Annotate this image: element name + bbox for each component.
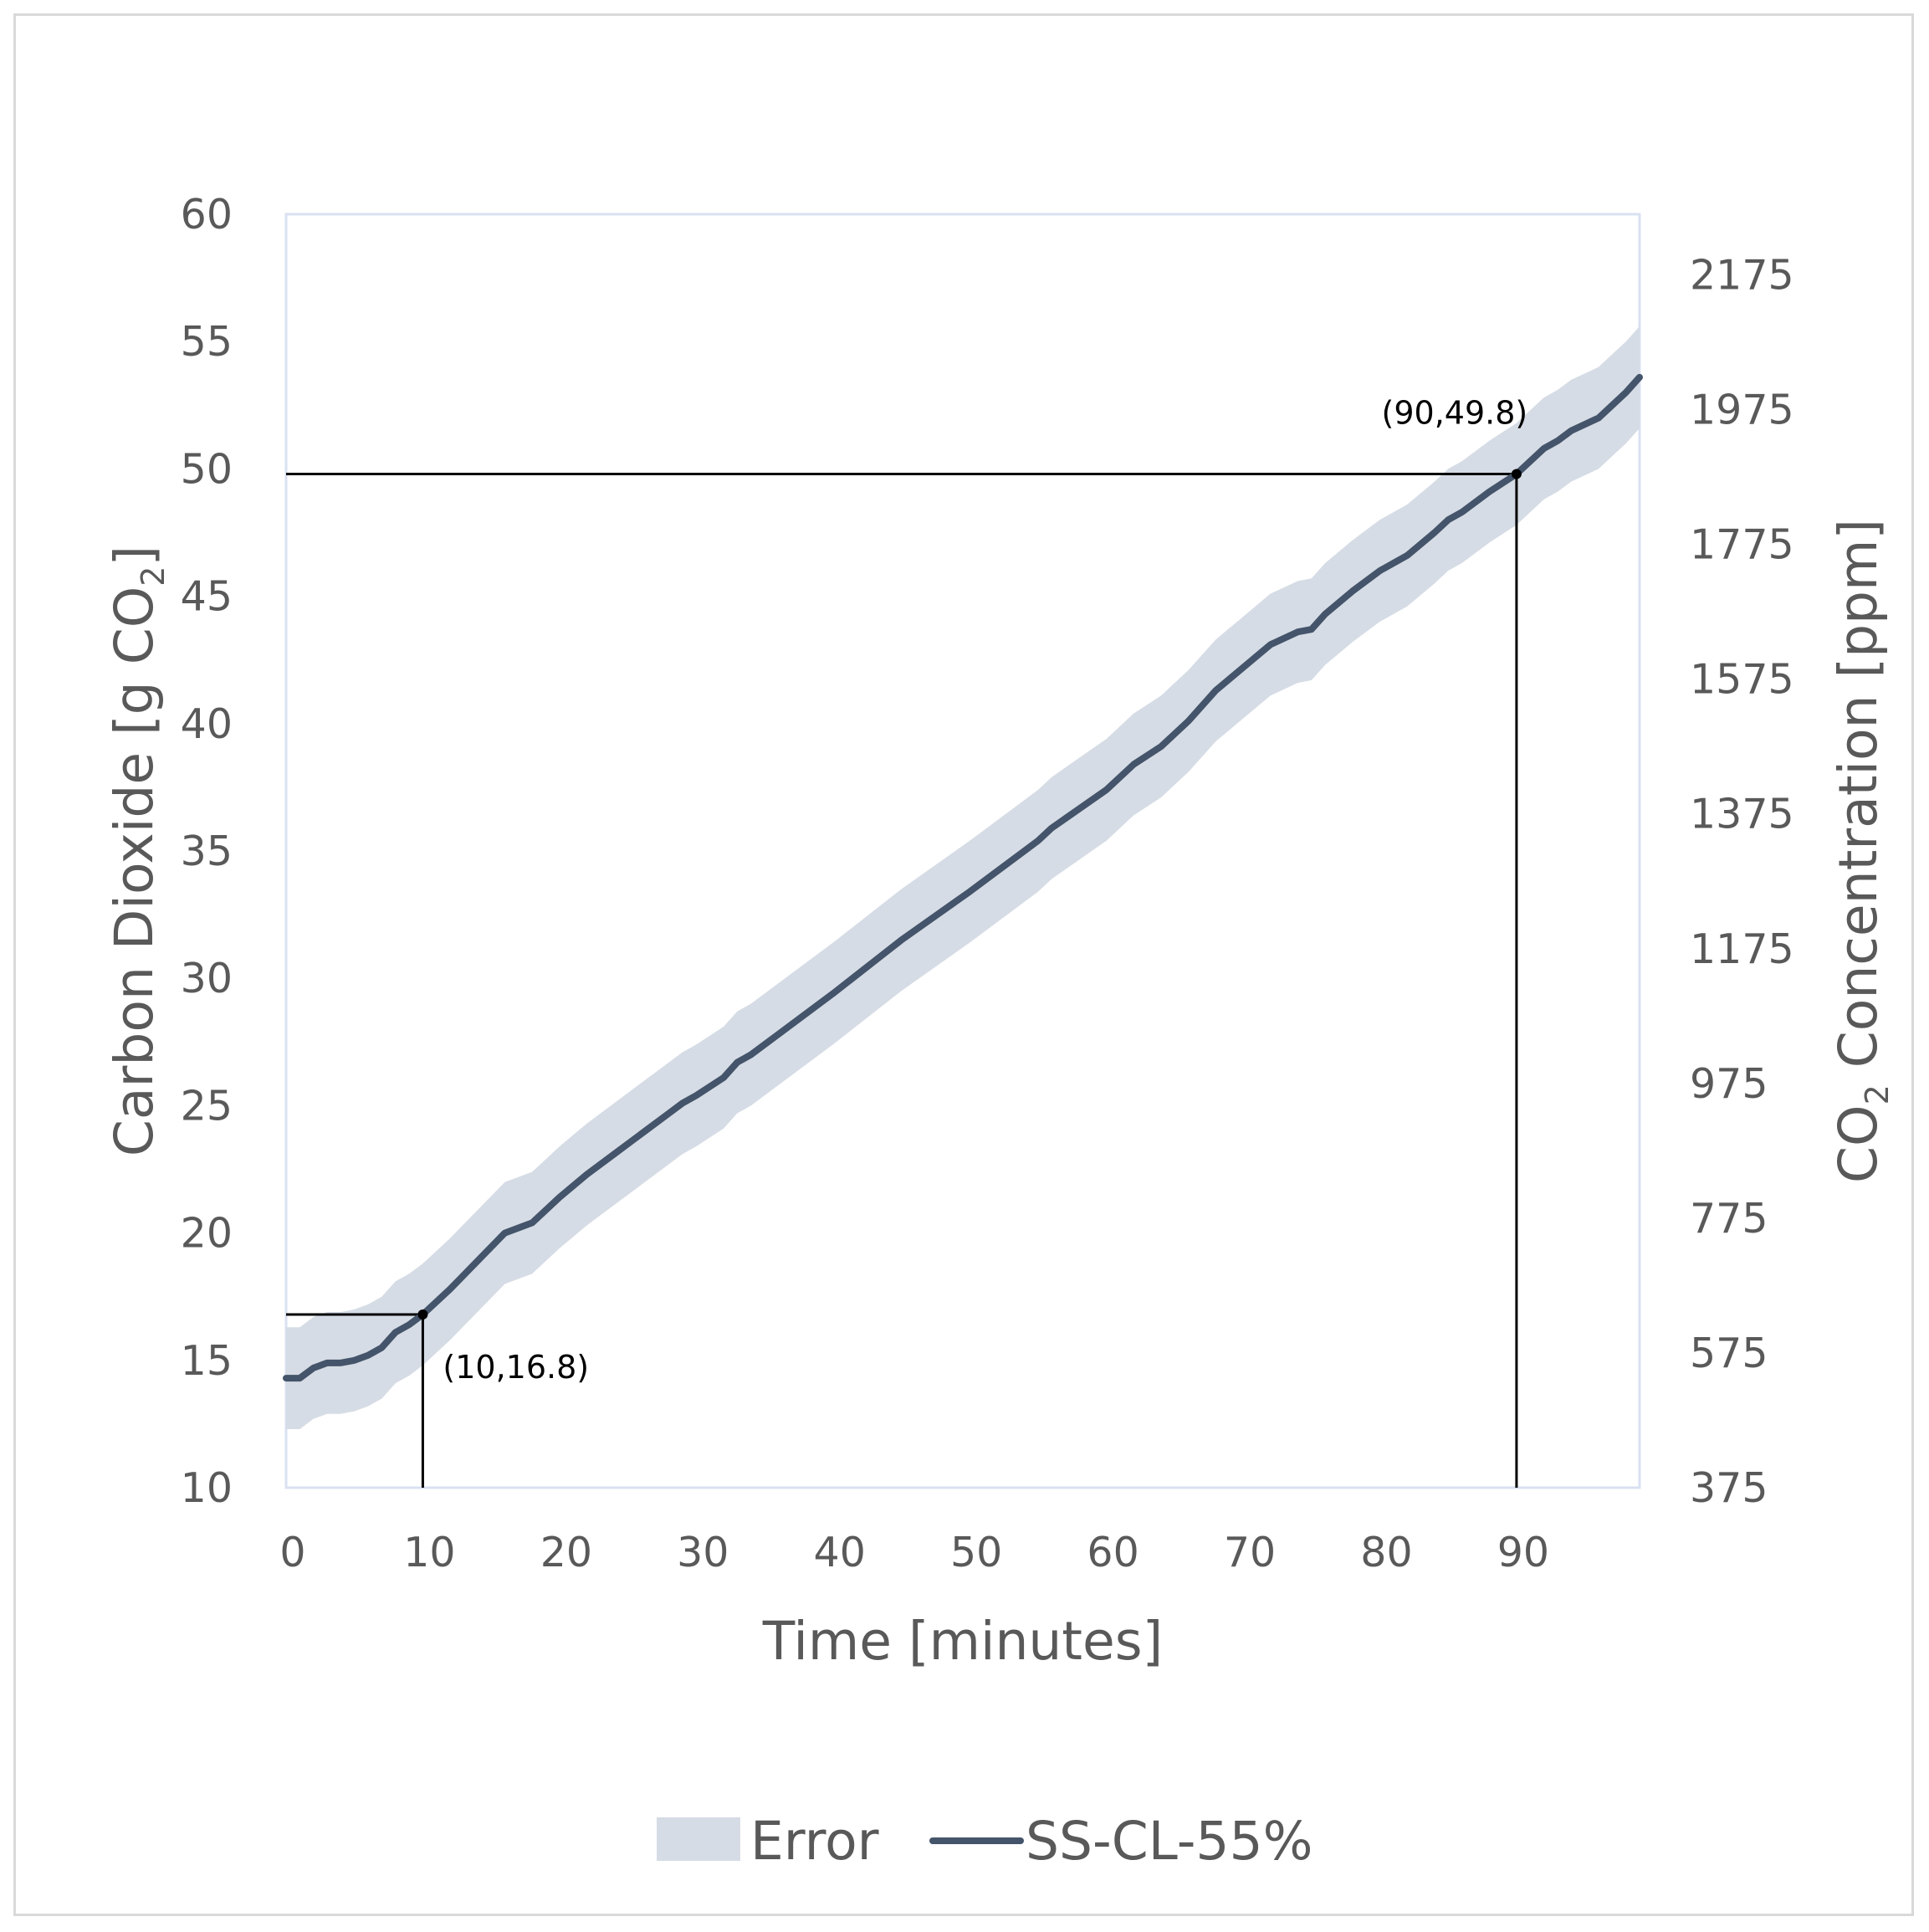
y-axis-right-title-subscript: 2 (1859, 1084, 1896, 1104)
y-left-tick-label: 10 (181, 1464, 233, 1512)
plot-area (284, 213, 1641, 1489)
legend: Error SS-CL-55% (657, 1811, 1312, 1872)
legend-error-label: Error (750, 1811, 879, 1872)
y-axis-left-title: Carbon Dioxide [g CO2] (104, 546, 171, 1156)
y-axis-right-title-end: Concentration [ppm] (1828, 519, 1889, 1084)
x-tick-label: 20 (540, 1529, 592, 1576)
y-left-tick-label: 40 (181, 700, 233, 748)
y-right-tick-label: 775 (1690, 1195, 1768, 1243)
legend-series-label: SS-CL-55% (1026, 1811, 1312, 1872)
x-tick-label: 40 (814, 1529, 866, 1576)
x-tick-label: 70 (1224, 1529, 1276, 1576)
y-right-tick-label: 1975 (1690, 387, 1794, 434)
x-tick-label: 90 (1497, 1529, 1549, 1576)
y-left-tick-label: 15 (181, 1337, 233, 1385)
x-tick-label: 60 (1087, 1529, 1138, 1576)
series-line (283, 373, 1643, 1382)
y-right-tick-label: 1375 (1690, 791, 1794, 838)
y-axis-left-title-main: Carbon Dioxide [g CO (104, 587, 165, 1156)
x-axis-title: Time [minutes] (762, 1611, 1163, 1672)
y-right-tick-label: 1175 (1690, 925, 1794, 973)
y-right-tick-label: 575 (1690, 1330, 1768, 1377)
y-axis-right-title-main: CO (1828, 1104, 1889, 1183)
y-axis-left-title-end: ] (104, 546, 165, 566)
y-left-tick-label: 30 (181, 955, 233, 1002)
y-right-tick-label: 1775 (1690, 521, 1794, 569)
x-tick-label: 80 (1360, 1529, 1412, 1576)
annotation-label-0: (10,16.8) (443, 1349, 589, 1386)
error-band (286, 325, 1640, 1429)
y-left-tick-label: 60 (181, 191, 233, 238)
legend-error-swatch (657, 1817, 740, 1861)
annotation-label-1: (90,49.8) (1382, 394, 1528, 431)
y-left-tick-label: 45 (181, 573, 233, 621)
x-tick-label: 50 (950, 1529, 1002, 1576)
y-axis-left-title-subscript: 2 (135, 566, 171, 587)
x-tick-label: 10 (403, 1529, 455, 1576)
x-tick-label: 0 (279, 1529, 305, 1576)
y-right-tick-label: 2175 (1690, 251, 1794, 299)
y-right-tick-label: 1575 (1690, 656, 1794, 704)
y-left-tick-label: 20 (181, 1210, 233, 1258)
y-right-tick-label: 975 (1690, 1060, 1768, 1108)
y-axis-right-title: CO2 Concentration [ppm] (1828, 519, 1896, 1183)
y-left-tick-label: 55 (181, 318, 233, 366)
y-left-tick-label: 50 (181, 445, 233, 493)
x-tick-label: 30 (677, 1529, 729, 1576)
y-left-tick-label: 35 (181, 828, 233, 875)
chart-frame (13, 13, 1914, 1916)
y-right-tick-label: 375 (1690, 1464, 1768, 1512)
y-left-tick-label: 25 (181, 1082, 233, 1130)
annotation-marker-0 (417, 1309, 428, 1320)
annotation-marker-1 (1511, 469, 1522, 479)
